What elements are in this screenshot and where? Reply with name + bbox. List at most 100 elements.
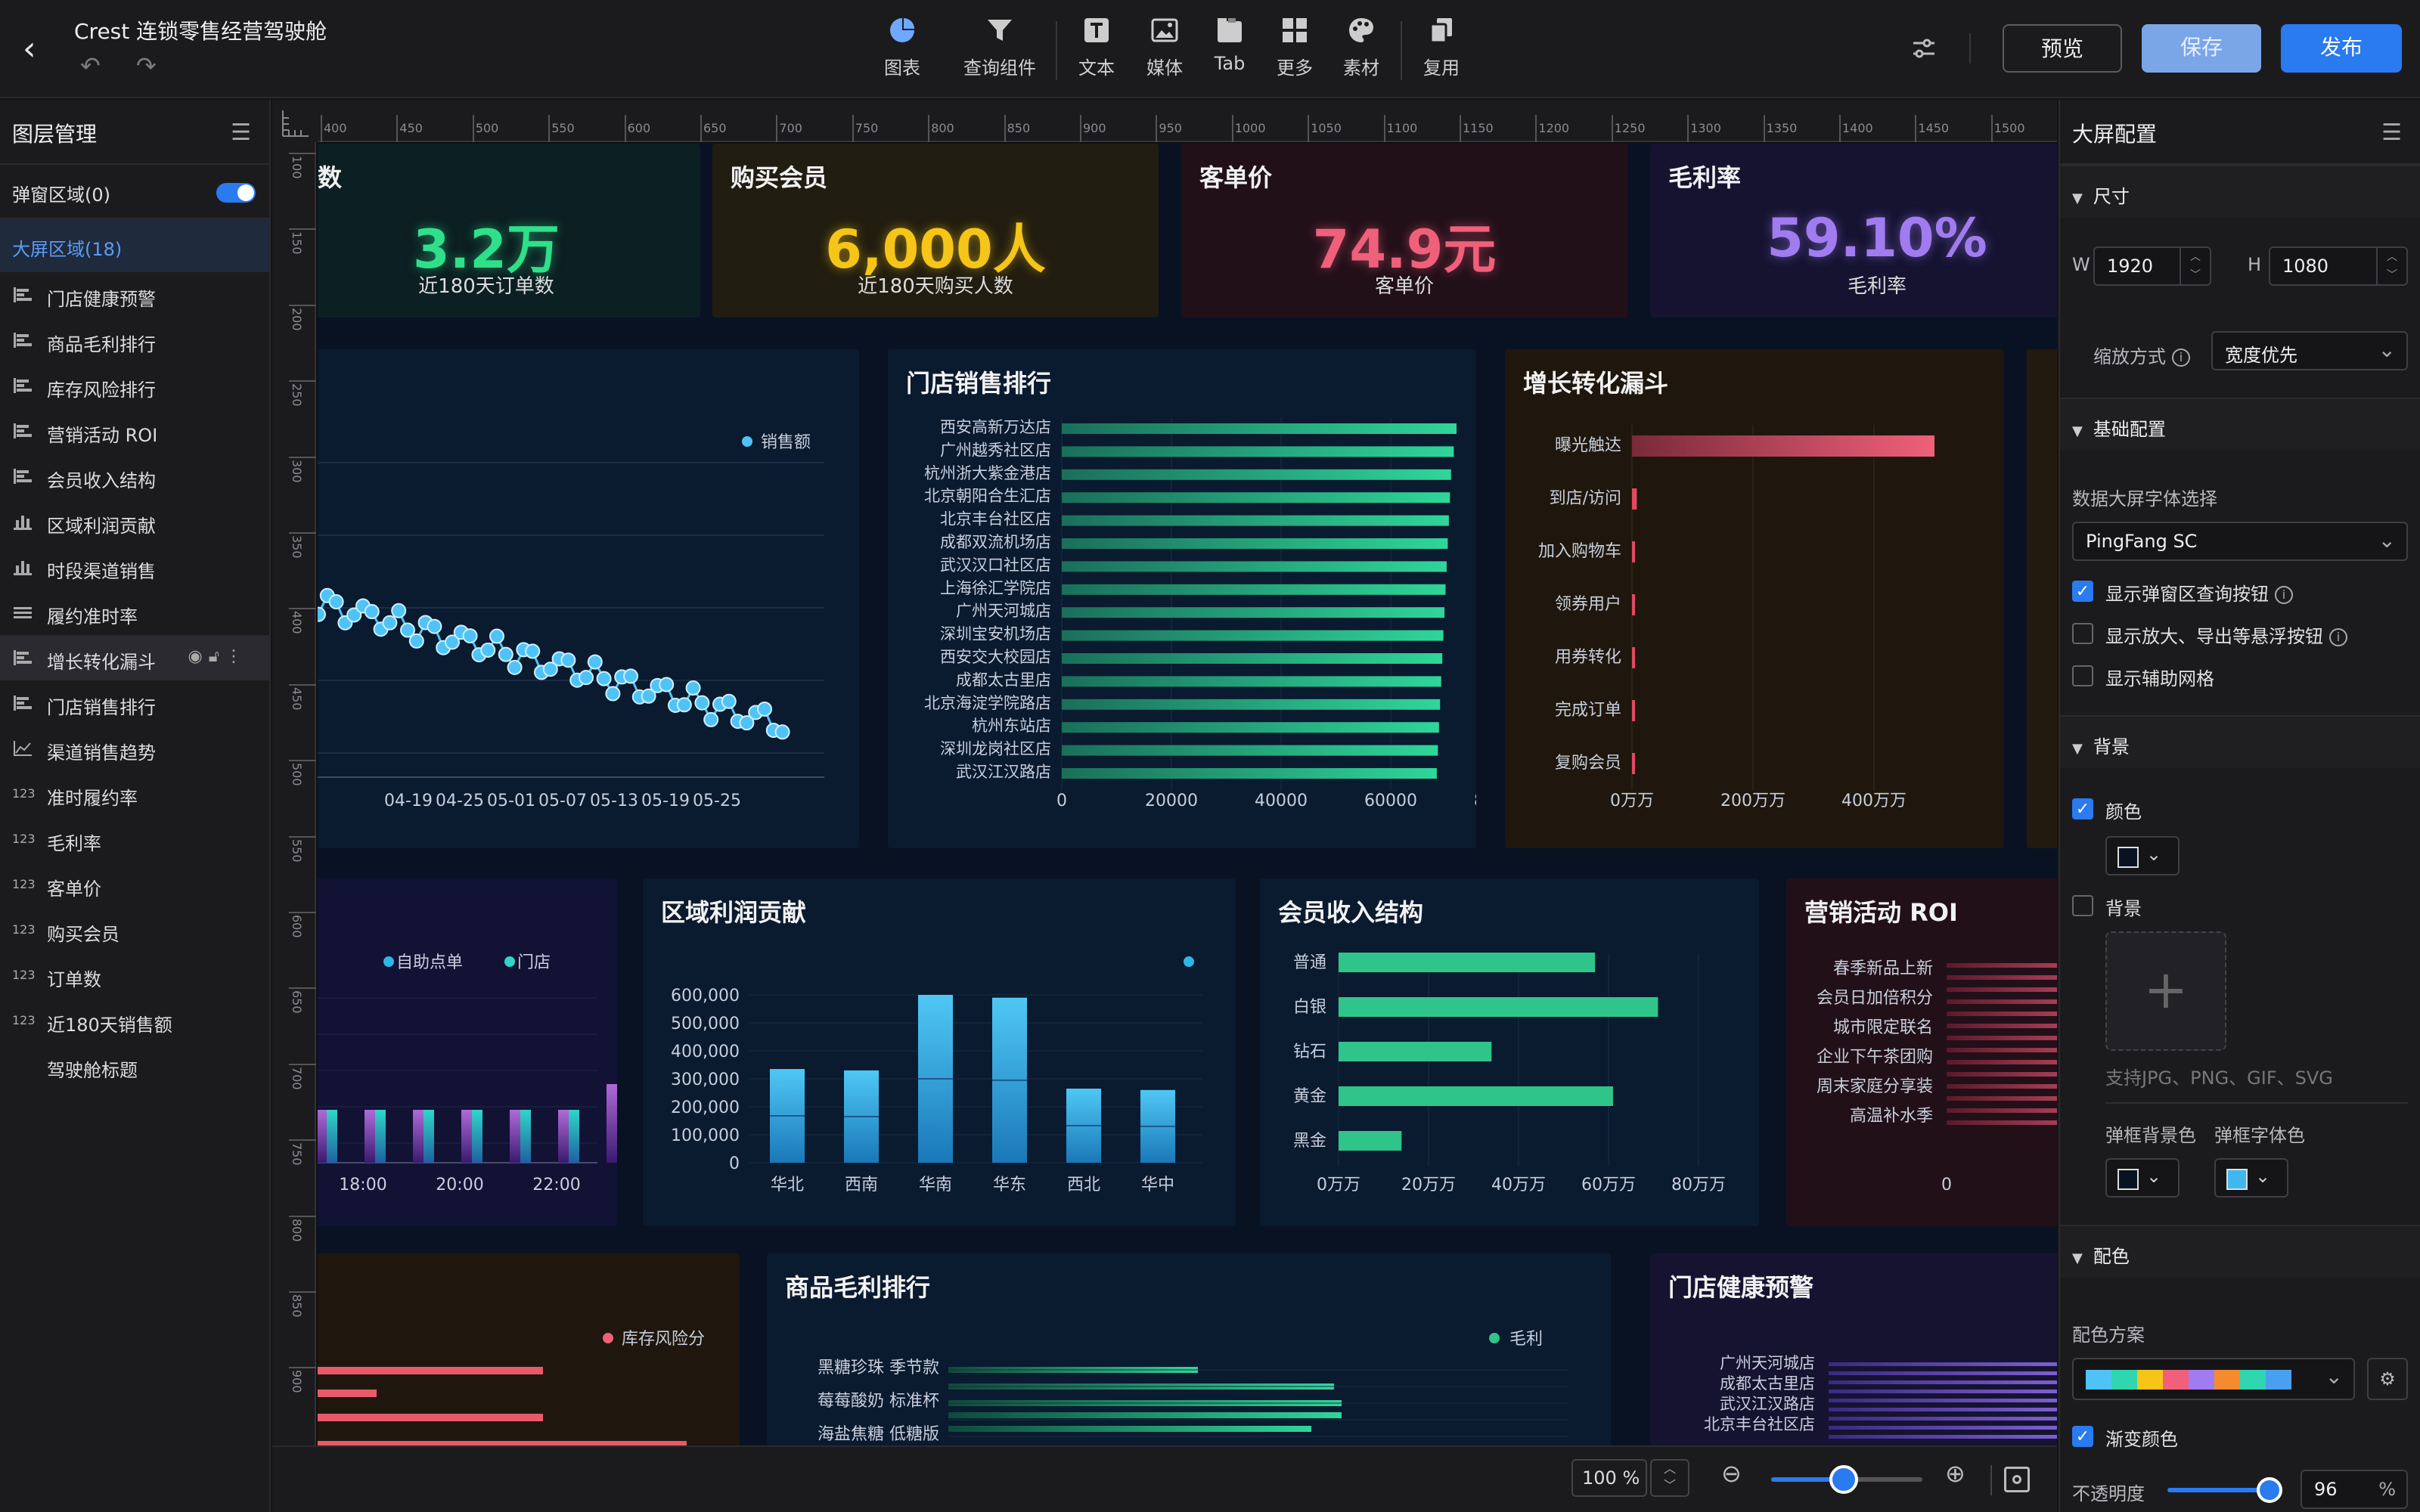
layer-item[interactable]: 123 购买会员 bbox=[0, 907, 269, 953]
tool-reuse[interactable]: 复用 bbox=[1411, 15, 1472, 79]
checkbox-bg-color[interactable]: ✓ bbox=[2072, 798, 2093, 820]
checkbox-float-buttons[interactable] bbox=[2072, 623, 2093, 644]
tool-query[interactable]: 查询组件 bbox=[954, 15, 1045, 79]
zoom-slider-fill bbox=[1771, 1477, 1844, 1482]
layer-item[interactable]: 123 订单数 bbox=[0, 953, 269, 998]
member-revenue-card[interactable]: 会员收入结构 0万万 20万万 40万万 60万万 80万万 普通 白银 钻石 黄金 黑金 bbox=[1260, 878, 1759, 1226]
settings-sliders-icon[interactable] bbox=[1910, 35, 1938, 62]
section-background[interactable]: ▼ 背景 bbox=[2060, 715, 2420, 768]
zoom-slider[interactable] bbox=[1771, 1465, 1922, 1494]
layer-item[interactable]: 区域利润贡献 bbox=[0, 499, 269, 544]
layer-item[interactable]: 渠道销售趋势 bbox=[0, 726, 269, 771]
opacity-input[interactable]: 96 % bbox=[2301, 1470, 2408, 1509]
tool-chart[interactable]: 图表 bbox=[868, 15, 936, 79]
info-icon[interactable]: i bbox=[2172, 349, 2190, 367]
zoom-out-icon[interactable]: ⊖ bbox=[1721, 1459, 1742, 1488]
channel-sales-trend-card[interactable]: 销售额-1304-1904-2505-0105-0705-1305-1905-2… bbox=[318, 349, 859, 848]
legend-label: 自助点单 bbox=[396, 953, 463, 972]
kpi-card-avg-price[interactable]: 客单价 74.9元 客单价 bbox=[1181, 144, 1627, 318]
publish-button[interactable]: 发布 bbox=[2281, 24, 2402, 73]
editor-canvas[interactable]: 400 450 500 550 600 650 700 750 800 850 900 950 1000… bbox=[272, 100, 2057, 1445]
layer-item[interactable]: 商品毛利排行 bbox=[0, 318, 269, 363]
region-profit-card[interactable]: 区域利润贡献 0 100,000 200,000 300,000 400,000 500,… bbox=[643, 878, 1236, 1226]
palette-settings-icon[interactable]: ⚙ bbox=[2367, 1358, 2408, 1400]
layer-item[interactable]: 123 毛利率 bbox=[0, 816, 269, 862]
section-size[interactable]: ▼ 尺寸 bbox=[2060, 165, 2420, 218]
layer-item[interactable]: 会员收入结构 bbox=[0, 454, 269, 499]
layer-item[interactable]: 门店健康预警 bbox=[0, 272, 269, 318]
layer-item[interactable]: 增长转化漏斗 ◉🔓︎⋮ bbox=[0, 635, 269, 680]
info-icon[interactable]: i bbox=[2329, 628, 2347, 646]
zoom-input[interactable]: 100 % bbox=[1571, 1459, 1647, 1497]
bg-color-picker[interactable]: ⌄ bbox=[2105, 836, 2180, 875]
opacity-slider-handle[interactable] bbox=[2257, 1477, 2282, 1503]
layer-item[interactable]: 营销活动 ROI bbox=[0, 408, 269, 454]
zoom-stepper[interactable]: ︿ ﹀ bbox=[1650, 1459, 1689, 1497]
popup-area-toggle[interactable] bbox=[216, 183, 256, 203]
checkbox-grid[interactable] bbox=[2072, 665, 2093, 686]
tool-text[interactable]: 文本 bbox=[1066, 15, 1127, 79]
x-tick-label: 西南 bbox=[845, 1176, 878, 1194]
caret-down-icon: ▼ bbox=[2072, 423, 2083, 439]
upload-plus-icon[interactable]: + bbox=[2105, 931, 2226, 1051]
menu-icon[interactable]: ☰ bbox=[231, 119, 251, 146]
x-tick-label: 0万万 bbox=[1317, 1176, 1360, 1194]
kpi-card-members[interactable]: 购买会员 6,000人 近180天购买人数 bbox=[712, 144, 1159, 318]
menu-icon[interactable]: ☰ bbox=[2381, 119, 2402, 146]
fulfillment-card-partial[interactable] bbox=[2027, 349, 2057, 848]
font-select[interactable]: PingFang SC ⌄ bbox=[2072, 522, 2408, 561]
section-basic[interactable]: ▼ 基础配置 bbox=[2060, 398, 2420, 451]
popup-area-row[interactable]: 弹窗区域(0) bbox=[0, 165, 269, 219]
checkbox-gradient[interactable]: ✓ bbox=[2072, 1426, 2093, 1447]
screen-area-row[interactable]: 大屏区域(18) bbox=[0, 219, 269, 272]
width-input[interactable]: 1920 ︿ ﹀ bbox=[2093, 246, 2211, 286]
marketing-roi-card[interactable]: 营销活动 ROI 春季新品上新 会员日加倍积分 城市限定联名 企业下午茶团购 周末家庭分… bbox=[1786, 878, 2057, 1226]
tool-more[interactable]: 更多 bbox=[1264, 15, 1325, 79]
height-stepper[interactable]: ︿ ﹀ bbox=[2376, 248, 2406, 284]
save-button[interactable]: 保存 bbox=[2142, 24, 2261, 73]
eye-icon[interactable]: ◉ bbox=[188, 647, 209, 666]
layer-actions[interactable]: ◉🔓︎⋮ bbox=[188, 647, 248, 666]
layer-item[interactable]: 123 客单价 bbox=[0, 862, 269, 907]
more-icon[interactable]: ⋮ bbox=[225, 647, 248, 666]
preview-button[interactable]: 预览 bbox=[2003, 24, 2122, 73]
store-sales-rank-card[interactable]: 门店销售排行 0 20000 40000 60000 80000 西安高新万达店广州越秀社… bbox=[888, 349, 1527, 848]
layer-item[interactable]: 履约准时率 bbox=[0, 590, 269, 635]
tool-media[interactable]: 媒体 bbox=[1134, 15, 1195, 79]
product-margin-card[interactable]: 商品毛利排行 毛利 黑糖珍珠 季节款 莓莓酸奶 标准杯 海盐焦糖 低糖版 bbox=[767, 1253, 1611, 1445]
redo-icon[interactable]: ↷ bbox=[136, 51, 157, 80]
palette-select[interactable]: ⌄ bbox=[2072, 1358, 2355, 1400]
popup-font-picker[interactable]: ⌄ bbox=[2214, 1158, 2288, 1198]
back-icon[interactable]: ‹ bbox=[23, 29, 36, 68]
kpi-card-margin[interactable]: 毛利率 59.10% 毛利率 bbox=[1650, 144, 2057, 318]
checkbox-popup-query[interactable]: ✓ bbox=[2072, 581, 2093, 602]
layer-item[interactable]: 123 准时履约率 bbox=[0, 771, 269, 816]
store-health-card[interactable]: 门店健康预警 广州天河城店 成都太古里店 武汉江汉路店 北京丰台社区店 bbox=[1650, 1253, 2057, 1445]
opacity-slider[interactable] bbox=[2167, 1477, 2282, 1503]
inventory-risk-card[interactable]: 库存风险分 bbox=[318, 1253, 740, 1445]
popup-bg-picker[interactable]: ⌄ bbox=[2105, 1158, 2180, 1198]
layer-item[interactable]: 时段渠道销售 bbox=[0, 544, 269, 590]
checkbox-bg-image[interactable] bbox=[2072, 895, 2093, 916]
tool-tab[interactable]: Tab bbox=[1199, 15, 1260, 74]
growth-funnel-card[interactable]: 增长转化漏斗 0万万 200万万 400万万 曝光触达 到店/访问 加入购物车 领券用户 用券… bbox=[1505, 349, 2004, 848]
undo-icon[interactable]: ↶ bbox=[80, 51, 101, 80]
zoom-slider-handle[interactable] bbox=[1829, 1465, 1858, 1494]
tool-material[interactable]: 素材 bbox=[1329, 15, 1393, 79]
kpi-card-orders[interactable]: 数 3.2万 近180天订单数 bbox=[318, 144, 700, 318]
layer-item[interactable]: 123 近180天销售额 bbox=[0, 998, 269, 1043]
fit-screen-icon[interactable] bbox=[2004, 1467, 2030, 1492]
layer-item[interactable]: 门店销售排行 bbox=[0, 680, 269, 726]
layer-item[interactable]: 驾驶舱标题 bbox=[0, 1043, 269, 1089]
height-input[interactable]: 1080 ︿ ﹀ bbox=[2269, 246, 2408, 286]
y-tick-label: 上海徐汇学院店 bbox=[940, 579, 1051, 597]
width-stepper[interactable]: ︿ ﹀ bbox=[2180, 248, 2210, 284]
zoom-in-icon[interactable]: ⊕ bbox=[1945, 1459, 1965, 1488]
lock-icon[interactable]: 🔓︎ bbox=[208, 647, 225, 666]
palette-swatch bbox=[2111, 1370, 2137, 1390]
section-palette[interactable]: ▼ 配色 bbox=[2060, 1225, 2420, 1278]
info-icon[interactable]: i bbox=[2275, 586, 2293, 604]
layer-item[interactable]: 库存风险排行 bbox=[0, 363, 269, 408]
scale-mode-select[interactable]: 宽度优先 ⌄ bbox=[2211, 331, 2408, 370]
